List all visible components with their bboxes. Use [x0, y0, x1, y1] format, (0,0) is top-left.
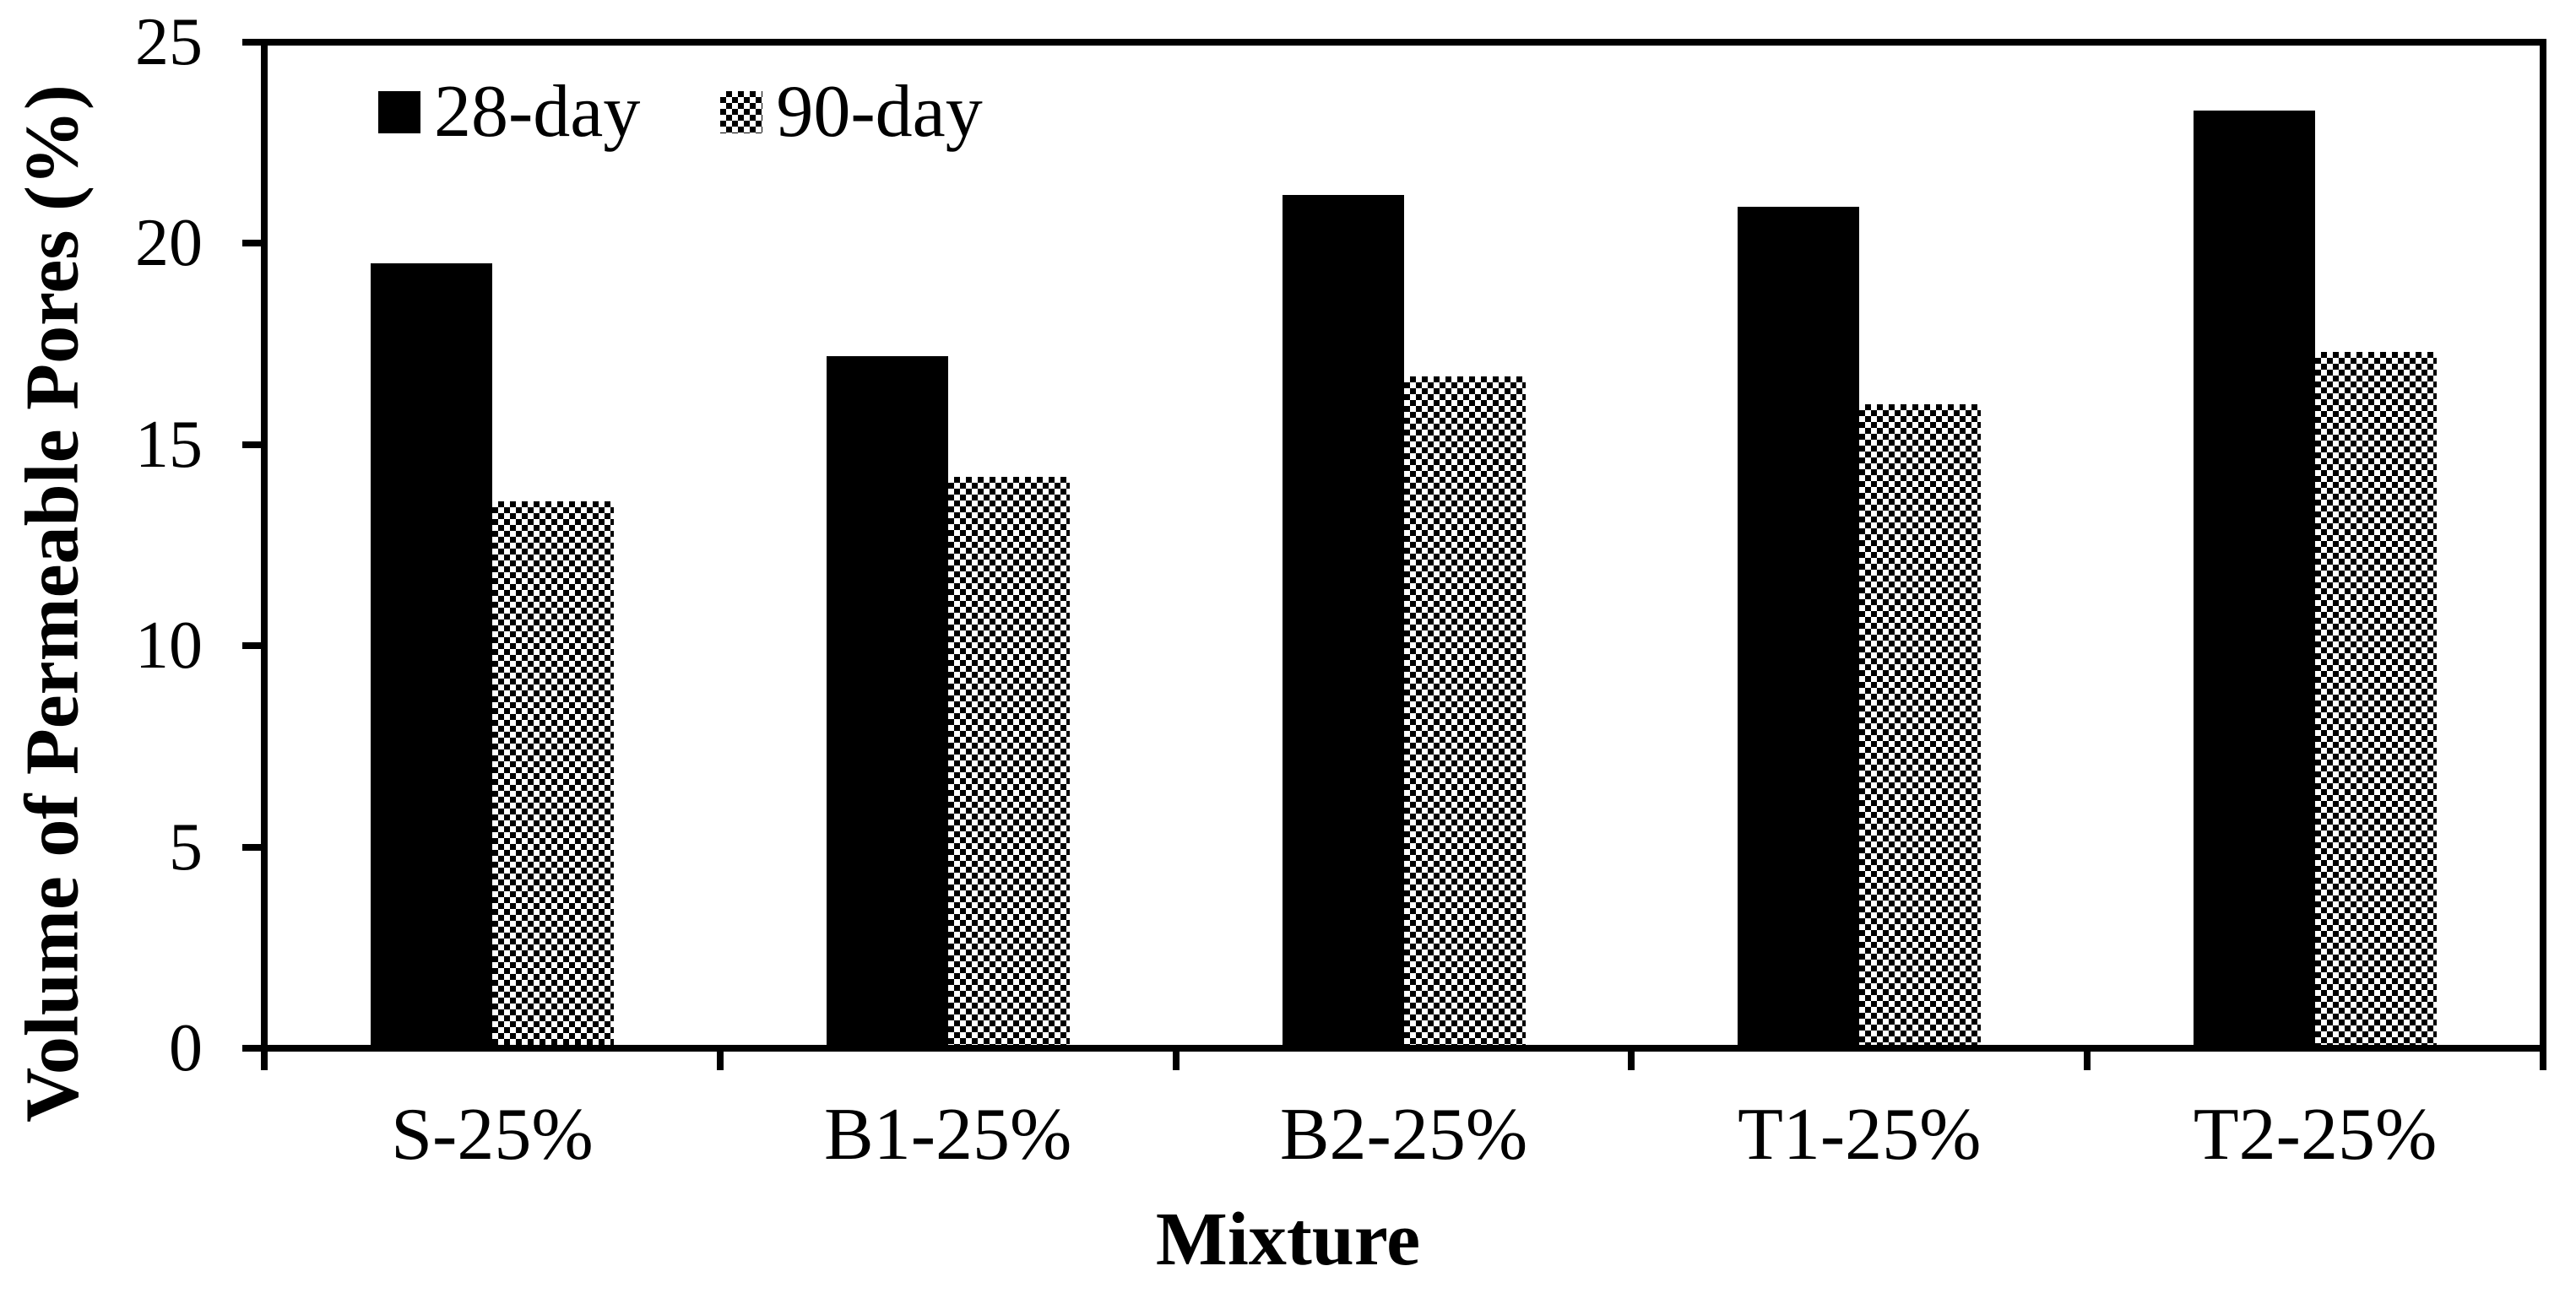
bar-90-day: [1403, 376, 1526, 1048]
legend-label-90-day: 90-day: [776, 71, 983, 153]
bar-90-day: [2315, 352, 2438, 1048]
bar-28-day: [370, 263, 492, 1048]
legend-label-28-day: 28-day: [434, 71, 641, 153]
y-tick-label: 15: [135, 407, 203, 482]
bar-28-day: [826, 355, 948, 1048]
legend: 28-day 90-day: [378, 72, 983, 153]
y-axis-tick: [242, 240, 264, 247]
y-axis-tick: [242, 39, 264, 46]
x-category-label: T2-25%: [2193, 1094, 2438, 1176]
bar-28-day: [2194, 111, 2316, 1048]
y-axis-title: Volume of Permeable Pores (%): [10, 84, 95, 1123]
bar-90-day: [491, 500, 614, 1048]
x-category-label: S-25%: [391, 1094, 594, 1176]
x-category-label: B1-25%: [824, 1094, 1072, 1176]
x-axis-tick: [1628, 1048, 1635, 1070]
x-axis-tick: [2540, 1048, 2546, 1070]
legend-swatch-pattern-icon: [720, 91, 763, 133]
x-category-label: B2-25%: [1279, 1094, 1528, 1176]
bar-90-day: [1859, 404, 1982, 1048]
legend-swatch-solid-icon: [378, 91, 420, 133]
y-axis-tick: [242, 441, 264, 448]
x-category-label: T1-25%: [1738, 1094, 1982, 1176]
bar-28-day: [1282, 195, 1404, 1048]
y-tick-label: 25: [135, 5, 203, 79]
y-axis-tick: [242, 642, 264, 650]
x-axis-tick: [1172, 1048, 1180, 1070]
x-axis-tick: [716, 1048, 724, 1070]
y-tick-label: 10: [135, 609, 203, 684]
y-axis-tick: [242, 843, 264, 851]
x-axis-tick: [2084, 1048, 2091, 1070]
y-tick-label: 20: [135, 206, 203, 281]
x-axis-tick: [261, 1048, 268, 1070]
bar-90-day: [947, 476, 1070, 1048]
x-axis-title: Mixture: [1155, 1198, 1421, 1281]
bar-28-day: [1738, 207, 1860, 1048]
y-tick-label: 0: [169, 1011, 203, 1085]
y-axis-tick: [242, 1045, 264, 1052]
y-tick-label: 5: [169, 809, 203, 885]
